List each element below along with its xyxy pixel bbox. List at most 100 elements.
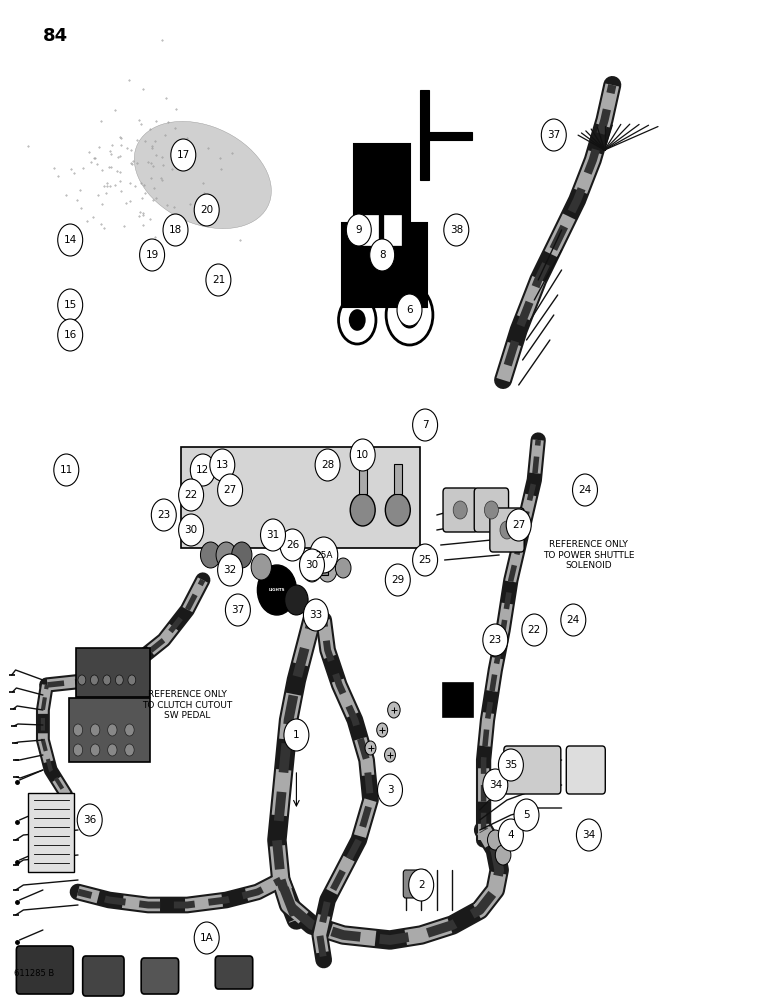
Circle shape bbox=[413, 409, 438, 441]
Text: 5: 5 bbox=[523, 810, 530, 820]
Circle shape bbox=[225, 594, 250, 626]
Text: 24: 24 bbox=[579, 485, 591, 495]
FancyBboxPatch shape bbox=[443, 488, 477, 532]
Text: 25A: 25A bbox=[315, 550, 332, 560]
FancyBboxPatch shape bbox=[354, 144, 410, 221]
FancyBboxPatch shape bbox=[69, 698, 150, 762]
Circle shape bbox=[232, 542, 252, 568]
FancyBboxPatch shape bbox=[83, 956, 124, 996]
Bar bbox=[359, 464, 367, 494]
Text: 7: 7 bbox=[422, 420, 428, 430]
Circle shape bbox=[484, 501, 498, 519]
Text: 16: 16 bbox=[64, 330, 76, 340]
Text: 17: 17 bbox=[177, 150, 190, 160]
Circle shape bbox=[125, 724, 134, 736]
Text: 21: 21 bbox=[212, 275, 225, 285]
Circle shape bbox=[377, 723, 388, 737]
Circle shape bbox=[73, 744, 83, 756]
Text: 38: 38 bbox=[450, 225, 463, 235]
Text: 15: 15 bbox=[64, 300, 76, 310]
Circle shape bbox=[128, 675, 136, 685]
Circle shape bbox=[506, 509, 531, 541]
Circle shape bbox=[194, 922, 219, 954]
Bar bbox=[420, 90, 429, 180]
Circle shape bbox=[346, 214, 371, 246]
FancyBboxPatch shape bbox=[566, 746, 605, 794]
Circle shape bbox=[365, 741, 376, 755]
Text: 32: 32 bbox=[224, 565, 236, 575]
Circle shape bbox=[498, 749, 523, 781]
Circle shape bbox=[194, 194, 219, 226]
Circle shape bbox=[444, 214, 469, 246]
Text: 34: 34 bbox=[583, 830, 595, 840]
Circle shape bbox=[78, 675, 86, 685]
Text: 2: 2 bbox=[418, 880, 424, 890]
Text: 22: 22 bbox=[528, 625, 541, 635]
Circle shape bbox=[399, 302, 420, 328]
Circle shape bbox=[397, 294, 422, 326]
Text: 20: 20 bbox=[200, 205, 213, 215]
Text: 611285 B: 611285 B bbox=[14, 969, 55, 978]
Bar bbox=[384, 215, 401, 245]
Text: 9: 9 bbox=[356, 225, 362, 235]
Circle shape bbox=[495, 845, 511, 865]
Circle shape bbox=[90, 724, 100, 736]
FancyBboxPatch shape bbox=[403, 870, 427, 898]
Text: 18: 18 bbox=[169, 225, 182, 235]
FancyBboxPatch shape bbox=[28, 793, 74, 872]
Circle shape bbox=[385, 564, 410, 596]
Text: 35: 35 bbox=[505, 760, 517, 770]
Circle shape bbox=[140, 239, 165, 271]
Circle shape bbox=[218, 554, 243, 586]
Text: 30: 30 bbox=[306, 560, 318, 570]
Circle shape bbox=[108, 744, 117, 756]
Text: 34: 34 bbox=[489, 780, 502, 790]
Text: 12: 12 bbox=[197, 465, 209, 475]
Circle shape bbox=[90, 675, 98, 685]
Circle shape bbox=[500, 521, 514, 539]
Text: 26: 26 bbox=[286, 540, 299, 550]
Circle shape bbox=[200, 542, 221, 568]
Circle shape bbox=[303, 599, 328, 631]
Text: 13: 13 bbox=[216, 460, 229, 470]
FancyBboxPatch shape bbox=[504, 746, 561, 794]
FancyBboxPatch shape bbox=[16, 946, 73, 994]
Circle shape bbox=[54, 454, 79, 486]
Circle shape bbox=[498, 819, 523, 851]
Text: 84: 84 bbox=[43, 27, 68, 45]
Circle shape bbox=[483, 769, 508, 801]
Text: 22: 22 bbox=[185, 490, 197, 500]
Bar bbox=[425, 132, 472, 140]
Circle shape bbox=[179, 514, 204, 546]
Text: REFERENCE ONLY
TO CLUTCH CUTOUT
SW PEDAL: REFERENCE ONLY TO CLUTCH CUTOUT SW PEDAL bbox=[142, 690, 232, 720]
Circle shape bbox=[251, 554, 271, 580]
Circle shape bbox=[285, 585, 308, 615]
Circle shape bbox=[413, 544, 438, 576]
Text: REFERENCE ONLY
TO POWER SHUTTLE
SOLENOID: REFERENCE ONLY TO POWER SHUTTLE SOLENOID bbox=[543, 540, 635, 570]
Text: 37: 37 bbox=[548, 130, 560, 140]
Circle shape bbox=[318, 558, 337, 582]
Circle shape bbox=[522, 614, 547, 646]
Circle shape bbox=[115, 675, 123, 685]
Circle shape bbox=[576, 819, 601, 851]
Text: 3: 3 bbox=[387, 785, 393, 795]
Circle shape bbox=[349, 309, 366, 331]
Circle shape bbox=[350, 494, 375, 526]
Circle shape bbox=[257, 565, 296, 615]
FancyBboxPatch shape bbox=[181, 447, 420, 548]
FancyBboxPatch shape bbox=[215, 956, 253, 989]
Circle shape bbox=[206, 264, 231, 296]
Text: 37: 37 bbox=[232, 605, 244, 615]
Circle shape bbox=[125, 744, 134, 756]
Circle shape bbox=[561, 604, 586, 636]
Circle shape bbox=[310, 537, 338, 573]
Circle shape bbox=[409, 869, 434, 901]
Circle shape bbox=[335, 558, 351, 578]
Text: 29: 29 bbox=[392, 575, 404, 585]
FancyBboxPatch shape bbox=[490, 508, 524, 552]
Circle shape bbox=[514, 799, 539, 831]
Circle shape bbox=[541, 119, 566, 151]
Text: LIGHTS: LIGHTS bbox=[268, 588, 285, 592]
Text: 1A: 1A bbox=[200, 933, 214, 943]
Circle shape bbox=[73, 724, 83, 736]
